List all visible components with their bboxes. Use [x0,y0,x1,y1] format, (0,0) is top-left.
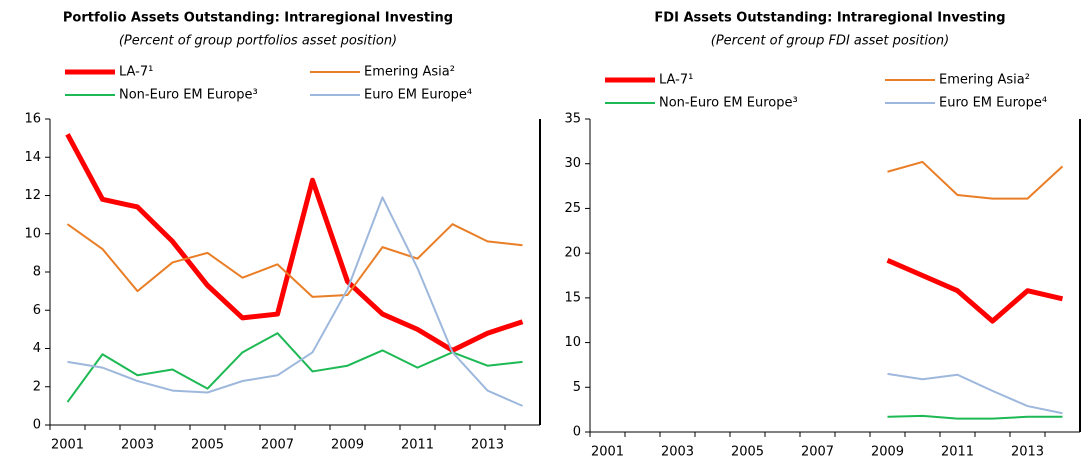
x-tick-label: 2011 [941,445,974,460]
x-tick-label: 2009 [871,445,904,460]
x-tick-label: 2009 [331,438,364,453]
y-tick-label: 4 [33,341,41,356]
legend-label: Euro EM Europe⁴ [939,96,1047,111]
x-tick-label: 2007 [801,445,834,460]
legend-label: LA-7¹ [119,65,153,80]
y-tick-label: 5 [573,380,581,395]
x-tick-label: 2001 [51,438,84,453]
series-line [67,196,523,407]
series-line [887,414,1063,420]
y-tick-label: 0 [33,418,41,433]
y-tick-label: 25 [564,201,581,216]
y-tick-label: 15 [564,290,581,305]
x-tick-label: 2011 [401,438,434,453]
series-line [66,332,523,403]
x-tick-label: 2001 [591,445,624,460]
series-line [887,160,1064,200]
y-tick-label: 6 [33,303,41,318]
series-line [887,372,1063,415]
legend-label: Emering Asia² [364,65,455,80]
chart-subtitle: (Percent of group portfolios asset posit… [119,34,397,49]
y-tick-label: 8 [33,265,41,280]
y-tick-label: 30 [564,156,581,171]
x-tick-label: 2003 [661,445,694,460]
y-tick-label: 35 [564,112,581,127]
legend-label: Non-Euro EM Europe³ [659,96,798,111]
y-tick-label: 0 [573,425,581,440]
y-tick-label: 14 [24,150,41,165]
x-tick-label: 2003 [121,438,154,453]
y-tick-label: 16 [24,112,41,127]
legend-label: Non-Euro EM Europe³ [119,88,258,103]
x-tick-label: 2005 [731,445,764,460]
x-tick-label: 2013 [1011,445,1044,460]
chart-title: Portfolio Assets Outstanding: Intraregio… [63,11,453,26]
x-tick-label: 2007 [261,438,294,453]
x-tick-label: 2005 [191,438,224,453]
y-tick-label: 10 [564,335,581,350]
series-line [65,133,524,353]
y-tick-label: 2 [33,379,41,394]
x-tick-label: 2013 [471,438,504,453]
legend-label: Euro EM Europe⁴ [364,88,472,103]
chart-subtitle: (Percent of group FDI asset position) [711,34,949,49]
legend-label: Emering Asia² [939,73,1030,88]
legend-label: LA-7¹ [659,73,693,88]
y-tick-label: 20 [564,246,581,261]
y-tick-label: 12 [24,188,41,203]
series-line [66,223,523,298]
chart-title: FDI Assets Outstanding: Intraregional In… [654,11,1005,26]
y-tick-label: 10 [24,226,41,241]
series-line [886,258,1064,324]
